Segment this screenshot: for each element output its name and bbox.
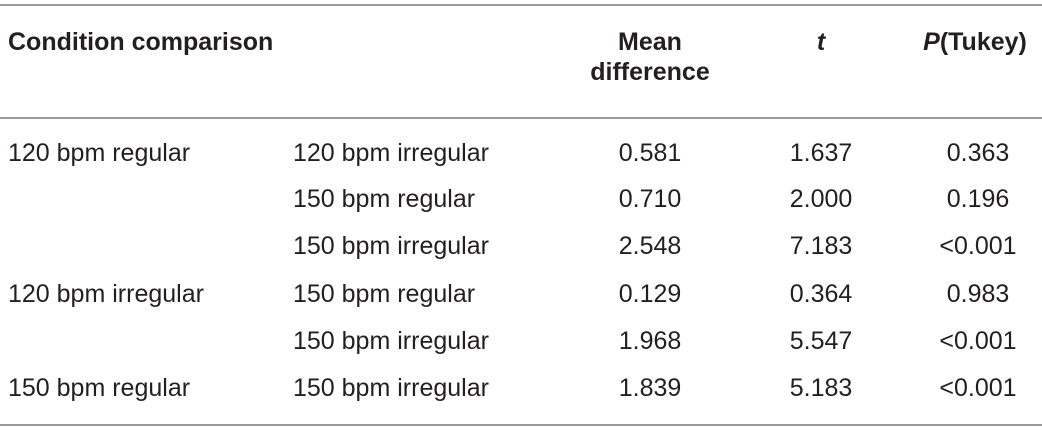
table-cell: 150 bpm regular xyxy=(293,185,476,213)
table-cell: 0.196 xyxy=(946,185,1010,213)
table-cell: 1.839 xyxy=(618,374,682,402)
table-cell: 120 bpm regular xyxy=(8,139,191,167)
table-cell: 1.637 xyxy=(789,139,853,167)
table-cell: 120 bpm irregular xyxy=(293,139,489,167)
header-cell-italic: P xyxy=(923,28,940,56)
table-cell: 2.000 xyxy=(789,185,853,213)
table-cell: 7.183 xyxy=(789,232,853,260)
table-cell: 0.129 xyxy=(618,280,682,308)
table-cell: <0.001 xyxy=(939,374,1017,402)
bottom-rule xyxy=(0,424,1042,426)
table-cell: 120 bpm irregular xyxy=(8,280,204,308)
table-cell: 150 bpm irregular xyxy=(293,232,489,260)
table-cell: <0.001 xyxy=(939,327,1017,355)
table-cell: 0.983 xyxy=(946,280,1010,308)
header-cell-text: (Tukey) xyxy=(939,28,1027,56)
table-cell: 0.364 xyxy=(789,280,853,308)
table-cell: 2.548 xyxy=(618,232,682,260)
table-cell: 0.581 xyxy=(618,139,682,167)
table-cell: 1.968 xyxy=(618,327,682,355)
table-cell: 5.547 xyxy=(789,327,853,355)
table-cell: 0.710 xyxy=(618,185,682,213)
header-cell: t xyxy=(816,28,826,56)
table-cell: <0.001 xyxy=(939,232,1017,260)
table-cell: 0.363 xyxy=(946,139,1010,167)
table-cell: 150 bpm irregular xyxy=(293,374,489,402)
table-cell: 5.183 xyxy=(789,374,853,402)
table-cell: 150 bpm regular xyxy=(293,280,476,308)
header-cell: Mean difference xyxy=(590,28,710,86)
table-cell: 150 bpm irregular xyxy=(293,327,489,355)
header-cell: P(Tukey) xyxy=(923,27,1027,57)
table-cell: 150 bpm regular xyxy=(8,374,191,402)
header-rule xyxy=(0,117,1042,119)
header-cell: Condition comparison xyxy=(8,28,274,56)
top-rule xyxy=(0,4,1042,6)
